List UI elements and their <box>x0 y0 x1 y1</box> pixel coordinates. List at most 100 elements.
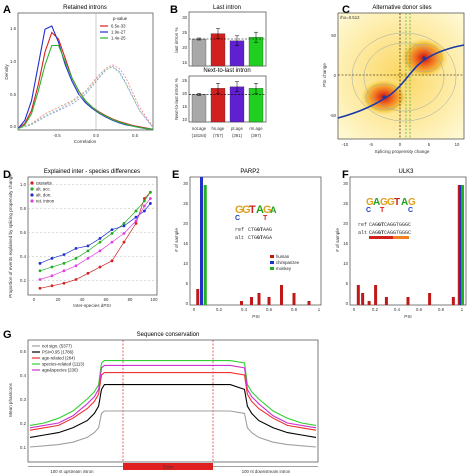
panel-e-sequence-logo: G G T A G A C T <box>235 204 277 222</box>
panel-a-xtick: 0.5 <box>132 133 139 138</box>
histogram-bar <box>203 185 207 305</box>
legend-label: age-related (264) <box>42 356 76 361</box>
panel-d-point <box>134 209 138 213</box>
panel-c: C Alternative donor sites rho=0.512 -10 … <box>322 4 465 154</box>
panel-d-point <box>86 256 90 260</box>
panel-g-upstream-label: 100 nt upstream intron <box>51 469 95 474</box>
panel-c-ytick: -50 <box>330 113 337 118</box>
panel-d-point <box>86 244 90 248</box>
panel-f-xtick: 0.4 <box>394 307 401 312</box>
panel-d-series <box>38 190 152 290</box>
panel-f-ref-label: ref <box>358 222 367 228</box>
legend-swatch <box>30 193 34 197</box>
panel-d-point <box>122 222 126 225</box>
panel-e-ytick: 10 <box>183 261 188 266</box>
panel-d-point <box>149 197 152 200</box>
histogram-bar <box>292 293 296 305</box>
panel-d-point <box>50 256 54 260</box>
histogram-bar <box>361 293 365 305</box>
panel-d-point <box>50 265 54 269</box>
panel-a-density-curve <box>17 25 154 130</box>
histogram-bar <box>240 301 243 305</box>
panel-a-ytick: 1.0 <box>10 59 17 64</box>
panel-d-xtick: 60 <box>104 297 109 302</box>
histogram-bar <box>406 297 410 305</box>
panel-f: F ULK3 G A G G T A G C T C ref CAGGTCAGG… <box>335 169 467 319</box>
panel-d-point <box>98 236 102 240</box>
svg-text:A: A <box>256 204 264 216</box>
panel-a-density-curve <box>17 64 154 130</box>
panel-c-ylabel: PSI change <box>322 63 327 87</box>
panel-a-legend-item: 1.4e-25 <box>100 36 126 41</box>
panel-f-label: F <box>342 169 349 181</box>
panel-b-bar <box>191 94 207 123</box>
panel-e-frame <box>189 176 322 306</box>
panel-d-point <box>74 278 78 281</box>
svg-text:A: A <box>270 205 277 215</box>
panel-d-ytick: 0.6 <box>20 230 27 235</box>
panel-b-ytick: 25 <box>182 78 187 83</box>
svg-text:G: G <box>380 197 388 208</box>
svg-text:G: G <box>408 197 416 208</box>
panel-e-ytick: 30 <box>183 181 188 186</box>
panel-d-point <box>38 261 42 265</box>
legend-label: monkey <box>276 266 292 271</box>
panel-d-point <box>38 278 42 281</box>
panel-d-point <box>110 228 114 232</box>
legend-swatch <box>270 255 274 258</box>
panel-c-annotation: rho=0.512 <box>340 15 360 20</box>
panel-d-xlabel: Inter-species dPSI <box>73 303 111 308</box>
panel-d-point <box>98 265 102 269</box>
panel-e-label: E <box>172 169 179 181</box>
panel-g-ylabel: Mean phastcons <box>8 382 13 416</box>
panel-b: B Last intron Next-to-last intron 30 25 … <box>170 4 267 138</box>
panel-d-point <box>38 269 42 273</box>
panel-d-ytick: 0.2 <box>20 278 27 283</box>
panel-f-xtick: 1 <box>461 307 464 312</box>
panel-g-ytick: 0.1 <box>20 445 27 450</box>
panel-d-point <box>62 269 66 273</box>
svg-text:A: A <box>373 197 380 208</box>
panel-e-ytick: 0 <box>186 301 189 306</box>
panel-d-point <box>50 284 54 288</box>
panel-d-point <box>110 240 114 244</box>
panel-f-xtick: 0.2 <box>372 307 379 312</box>
svg-text:G: G <box>235 204 244 216</box>
panel-b-bar <box>191 38 207 67</box>
panel-a-ytick: 1.5 <box>10 26 17 31</box>
panel-d-title: Explained inter - species differences <box>44 169 140 175</box>
panel-b-bottom-ylabel: Next-to-last intron % <box>174 78 179 120</box>
panel-a-curves <box>17 25 154 130</box>
panel-d-series-line <box>39 198 151 280</box>
panel-c-point <box>422 56 426 60</box>
panel-c-contour <box>363 42 445 112</box>
panel-a-legend-item: 1.9e-27 <box>100 30 126 35</box>
svg-text:G: G <box>263 204 272 216</box>
panel-c-title: Alternative donor sites <box>372 5 431 11</box>
panel-a-xtick: -0.5 <box>53 133 61 138</box>
svg-text:G: G <box>366 197 374 208</box>
svg-text:T: T <box>249 204 256 216</box>
panel-d: D Explained inter - species differences … <box>3 169 158 308</box>
panel-d-label: D <box>3 169 11 181</box>
panel-b-count: (18184) <box>192 133 207 138</box>
legend-label: alt. acc. <box>36 187 51 192</box>
histogram-bar <box>267 297 271 305</box>
legend-swatch <box>270 267 274 270</box>
panel-f-xtick: 0.6 <box>416 307 423 312</box>
panel-e-ref-label: ref <box>235 227 244 233</box>
panel-e-legend: human chimpanzee monkey <box>270 254 300 271</box>
histogram-bar <box>200 177 203 305</box>
panel-b-ytick: 20 <box>182 91 187 96</box>
panel-b-top-title: Last intron <box>213 5 241 11</box>
panel-g-title: Sequence conservation <box>137 332 200 338</box>
panel-a-xlabel: Correlation <box>74 139 97 144</box>
panel-g-series-line <box>29 384 317 438</box>
histogram-bar <box>461 185 465 305</box>
panel-c-label: C <box>342 4 350 16</box>
panel-b-top-bars <box>189 28 266 67</box>
panel-g-series-line <box>29 360 317 426</box>
panel-f-exon-bar <box>369 236 393 239</box>
panel-d-point <box>134 215 138 219</box>
panel-g-lines <box>29 360 317 448</box>
